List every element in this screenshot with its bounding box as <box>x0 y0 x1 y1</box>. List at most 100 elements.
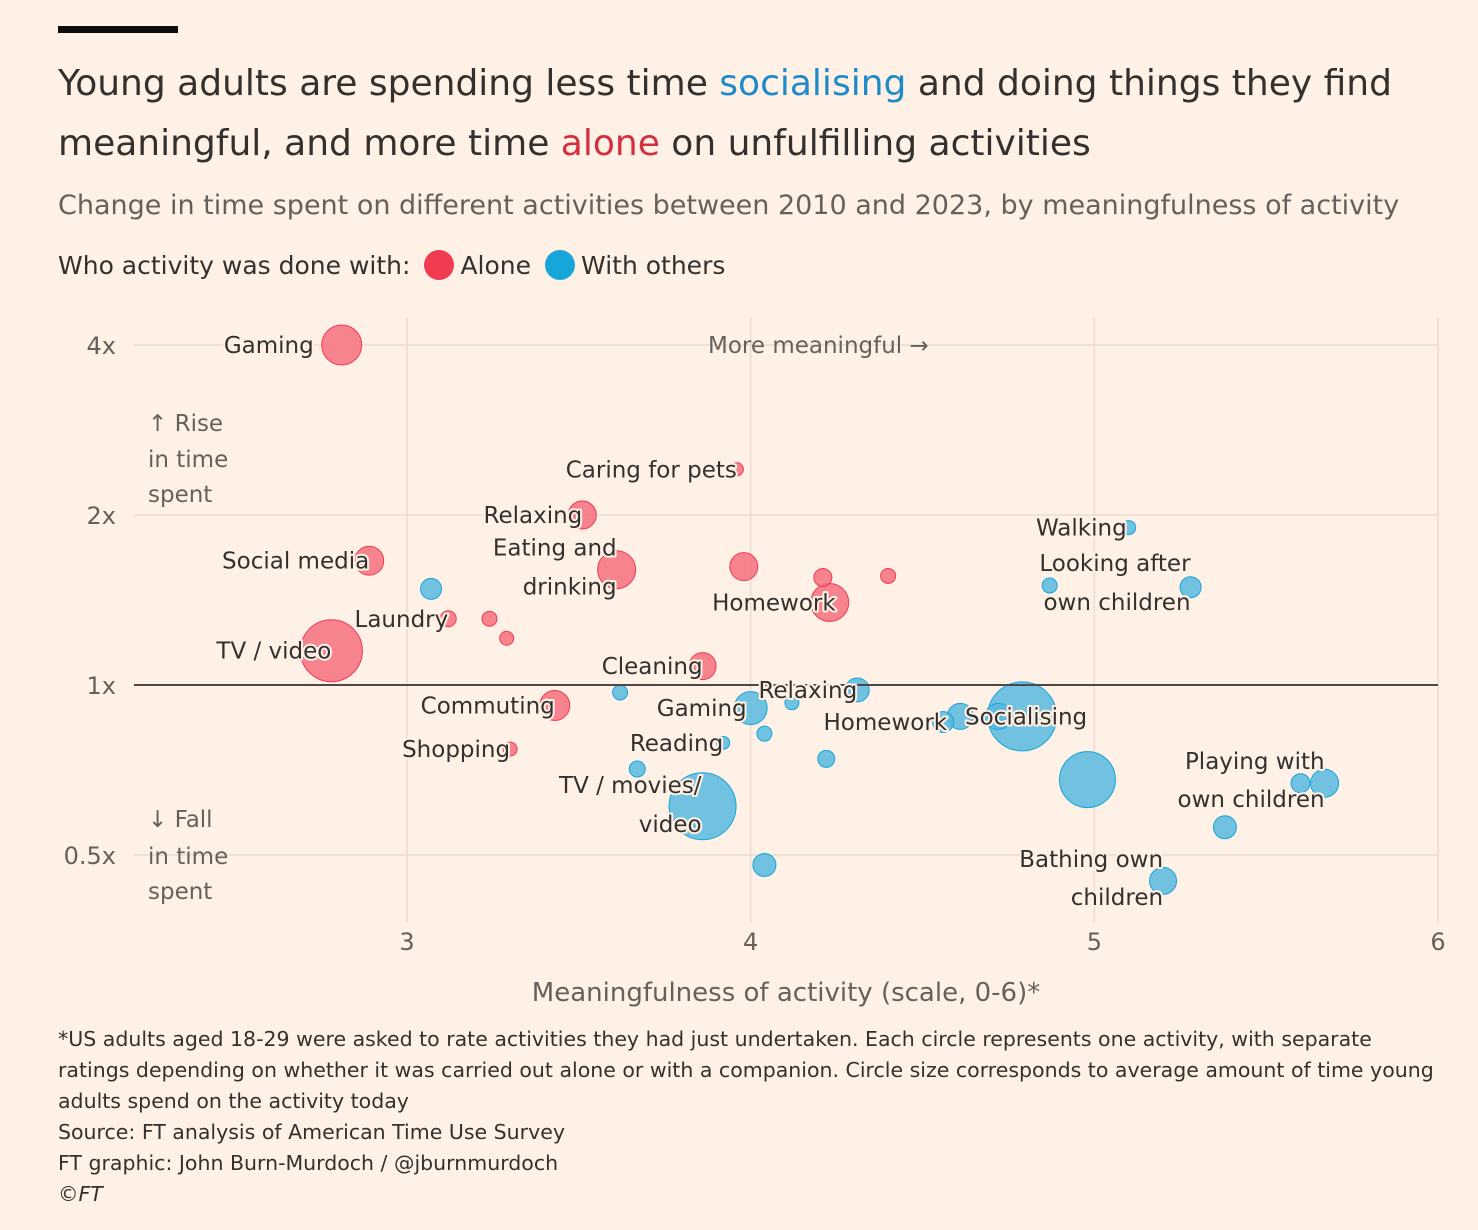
point-label: Commuting <box>421 693 555 719</box>
annotation-fall: ↓ Fall <box>148 807 213 833</box>
point-label: Playing with <box>1185 749 1325 775</box>
y-tick-label: 4x <box>87 332 116 360</box>
annotation-rise: in time <box>148 447 228 473</box>
bubble-with-others <box>984 702 1012 730</box>
point-label: TV / movies/ <box>558 773 702 799</box>
bubble-with-others <box>716 735 731 750</box>
title-part1: Young adults are spending less time <box>58 63 720 104</box>
bubble-with-others <box>668 772 737 841</box>
legend: Who activity was done with: Alone With o… <box>58 250 725 280</box>
point-label: Walking <box>1036 516 1127 542</box>
point-label: Homework <box>824 710 948 736</box>
bubble-with-others <box>932 710 955 733</box>
point-label: drinking <box>523 575 617 601</box>
y-tick-label: 1x <box>87 672 116 700</box>
bubble-alone <box>499 630 515 646</box>
point-label: Eating and <box>493 536 617 562</box>
point-label: Reading <box>630 731 723 757</box>
footnotes: *US adults aged 18-29 were asked to rate… <box>58 1024 1438 1210</box>
bubble-alone <box>354 545 385 576</box>
title-highlight-alone: alone <box>560 123 660 164</box>
point-label: Socialising <box>965 704 1087 730</box>
point-label: Cleaning <box>602 654 703 680</box>
point-label: Social media <box>222 549 369 575</box>
annotation-rise: ↑ Rise <box>148 411 223 437</box>
point-label: Shopping <box>402 737 510 763</box>
bubble-with-others <box>1121 520 1137 536</box>
point-label: video <box>639 812 702 838</box>
legend-alone-label: Alone <box>460 250 532 280</box>
bubble-with-others <box>817 749 836 768</box>
bubble-with-others <box>752 853 777 878</box>
point-label: Relaxing <box>758 678 857 704</box>
annotation-fall: spent <box>148 879 212 905</box>
point-label: children <box>1071 885 1163 911</box>
point-label: Laundry <box>355 607 449 633</box>
bubble-with-others <box>1212 815 1237 840</box>
point-label: Gaming <box>224 333 314 359</box>
bubble-with-others <box>733 691 768 726</box>
bubble-with-others <box>1290 773 1311 794</box>
bubble-alone <box>597 550 637 590</box>
title-part3: on unfulfilling activities <box>659 123 1091 164</box>
bubble-with-others <box>844 677 870 703</box>
bubble-alone <box>688 652 717 681</box>
point-label: Gaming <box>657 696 747 722</box>
chart-title: Young adults are spending less time soci… <box>58 54 1458 174</box>
point-label: Relaxing <box>484 503 583 529</box>
legend-others-swatch <box>545 250 576 280</box>
bubble-with-others <box>612 684 629 701</box>
bubble-with-others <box>1058 751 1116 809</box>
footnote-note: *US adults aged 18-29 were asked to rate… <box>58 1027 1434 1113</box>
bubble-alone <box>880 567 897 584</box>
bubble-alone <box>502 741 518 757</box>
point-label: own children <box>1043 590 1190 616</box>
bubble-alone <box>539 689 571 721</box>
legend-item-others: With others <box>531 250 725 280</box>
bubble-alone <box>481 610 498 627</box>
title-part2: and doing things they find meaningful, a… <box>58 63 1392 164</box>
bubble-with-others <box>1310 768 1340 798</box>
bubble-alone <box>813 568 833 588</box>
point-label: TV / video <box>215 639 331 665</box>
point-label: own children <box>1178 787 1325 813</box>
title-highlight-socialising: socialising <box>719 63 907 104</box>
bubble-with-others <box>756 725 773 742</box>
y-tick-label: 2x <box>87 502 116 530</box>
y-tick-label: 0.5x <box>64 842 116 870</box>
x-tick-label: 3 <box>399 928 414 956</box>
x-tick-label: 4 <box>743 928 758 956</box>
bubble-alone <box>567 500 597 530</box>
bubble-with-others <box>784 695 800 711</box>
point-label: Homework <box>712 590 836 616</box>
bubble-alone <box>299 619 363 683</box>
x-axis-label: Meaningfulness of activity (scale, 0-6)* <box>532 978 1040 1008</box>
x-tick-label: 5 <box>1087 928 1102 956</box>
ft-topbar <box>58 26 178 33</box>
legend-label: Who activity was done with: <box>58 250 411 280</box>
footnote-graphic: FT graphic: John Burn-Murdoch / @jburnmu… <box>58 1151 559 1175</box>
bubble-alone <box>729 462 744 477</box>
annotation-fall: in time <box>148 844 228 870</box>
bubble-with-others <box>628 760 646 778</box>
bubble-alone <box>729 552 759 582</box>
bubble-with-others <box>420 577 443 600</box>
annotation-rise: spent <box>148 482 212 508</box>
bubble-chart: 3 4 5 6 4x 2x 1x 0.5x More meaningful → ↑ Rise in … <box>64 318 1446 1008</box>
bubble-with-others <box>1179 576 1202 599</box>
bubble-alone <box>321 324 363 366</box>
bubble-with-others <box>1149 866 1178 895</box>
legend-others-label: With others <box>581 250 726 280</box>
point-label: Looking after <box>1039 551 1191 577</box>
bubble-alone <box>439 610 457 628</box>
legend-item-alone: Alone <box>410 250 531 280</box>
point-label: Bathing own <box>1019 847 1163 873</box>
point-label: Caring for pets <box>566 457 737 483</box>
bubble-with-others <box>1041 577 1058 594</box>
x-tick-label: 6 <box>1430 928 1445 956</box>
chart-subtitle: Change in time spent on different activi… <box>58 190 1400 221</box>
annotation-more-meaningful: More meaningful → <box>708 333 929 359</box>
footnote-copyright: ©FT <box>58 1182 103 1206</box>
legend-alone-swatch <box>424 250 455 280</box>
footnote-source: Source: FT analysis of American Time Use… <box>58 1120 565 1144</box>
